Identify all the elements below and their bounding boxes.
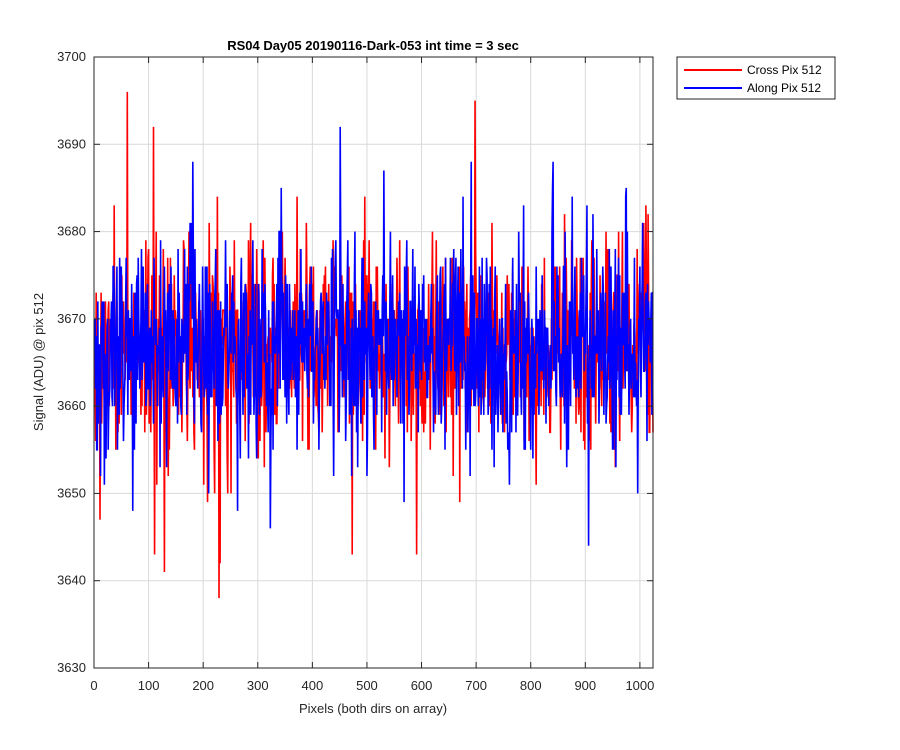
y-tick-label: 3690 <box>57 136 86 151</box>
x-tick-label: 400 <box>302 678 324 693</box>
x-tick-label: 800 <box>520 678 542 693</box>
x-tick-label: 1000 <box>625 678 654 693</box>
y-tick-label: 3670 <box>57 311 86 326</box>
y-tick-label: 3650 <box>57 485 86 500</box>
plot-area <box>93 56 654 669</box>
x-tick-label: 100 <box>138 678 160 693</box>
chart-title: RS04 Day05 20190116-Dark-053 int time = … <box>227 38 519 53</box>
x-tick-label: 500 <box>356 678 378 693</box>
x-axis-label: Pixels (both dirs on array) <box>299 701 447 716</box>
series-layer <box>93 91 654 599</box>
legend: Cross Pix 512 Along Pix 512 <box>676 56 836 100</box>
ticks <box>93 56 653 669</box>
x-tick-labels: 0 100 200 300 400 500 600 700 800 900 1000 <box>90 678 654 693</box>
series-line-along-pix <box>93 126 654 546</box>
x-tick-label: 900 <box>574 678 596 693</box>
x-tick-label: 200 <box>192 678 214 693</box>
y-tick-label: 3680 <box>57 224 86 239</box>
y-tick-label: 3630 <box>57 660 86 675</box>
y-tick-label: 3700 <box>57 49 86 64</box>
legend-label-cross-pix: Cross Pix 512 <box>747 63 822 77</box>
plot-frame <box>93 56 654 669</box>
y-tick-label: 3660 <box>57 398 86 413</box>
legend-box <box>676 56 836 100</box>
x-tick-label: 700 <box>465 678 487 693</box>
y-tick-labels: 3630 3640 3650 3660 3670 3680 3690 3700 <box>57 49 86 675</box>
y-tick-label: 3640 <box>57 573 86 588</box>
y-axis-label: Signal (ADU) @ pix 512 <box>31 293 46 431</box>
series-line-cross-pix <box>93 91 654 599</box>
x-tick-label: 600 <box>411 678 433 693</box>
x-tick-label: 300 <box>247 678 269 693</box>
legend-label-along-pix: Along Pix 512 <box>747 81 821 95</box>
x-tick-label: 0 <box>90 678 97 693</box>
